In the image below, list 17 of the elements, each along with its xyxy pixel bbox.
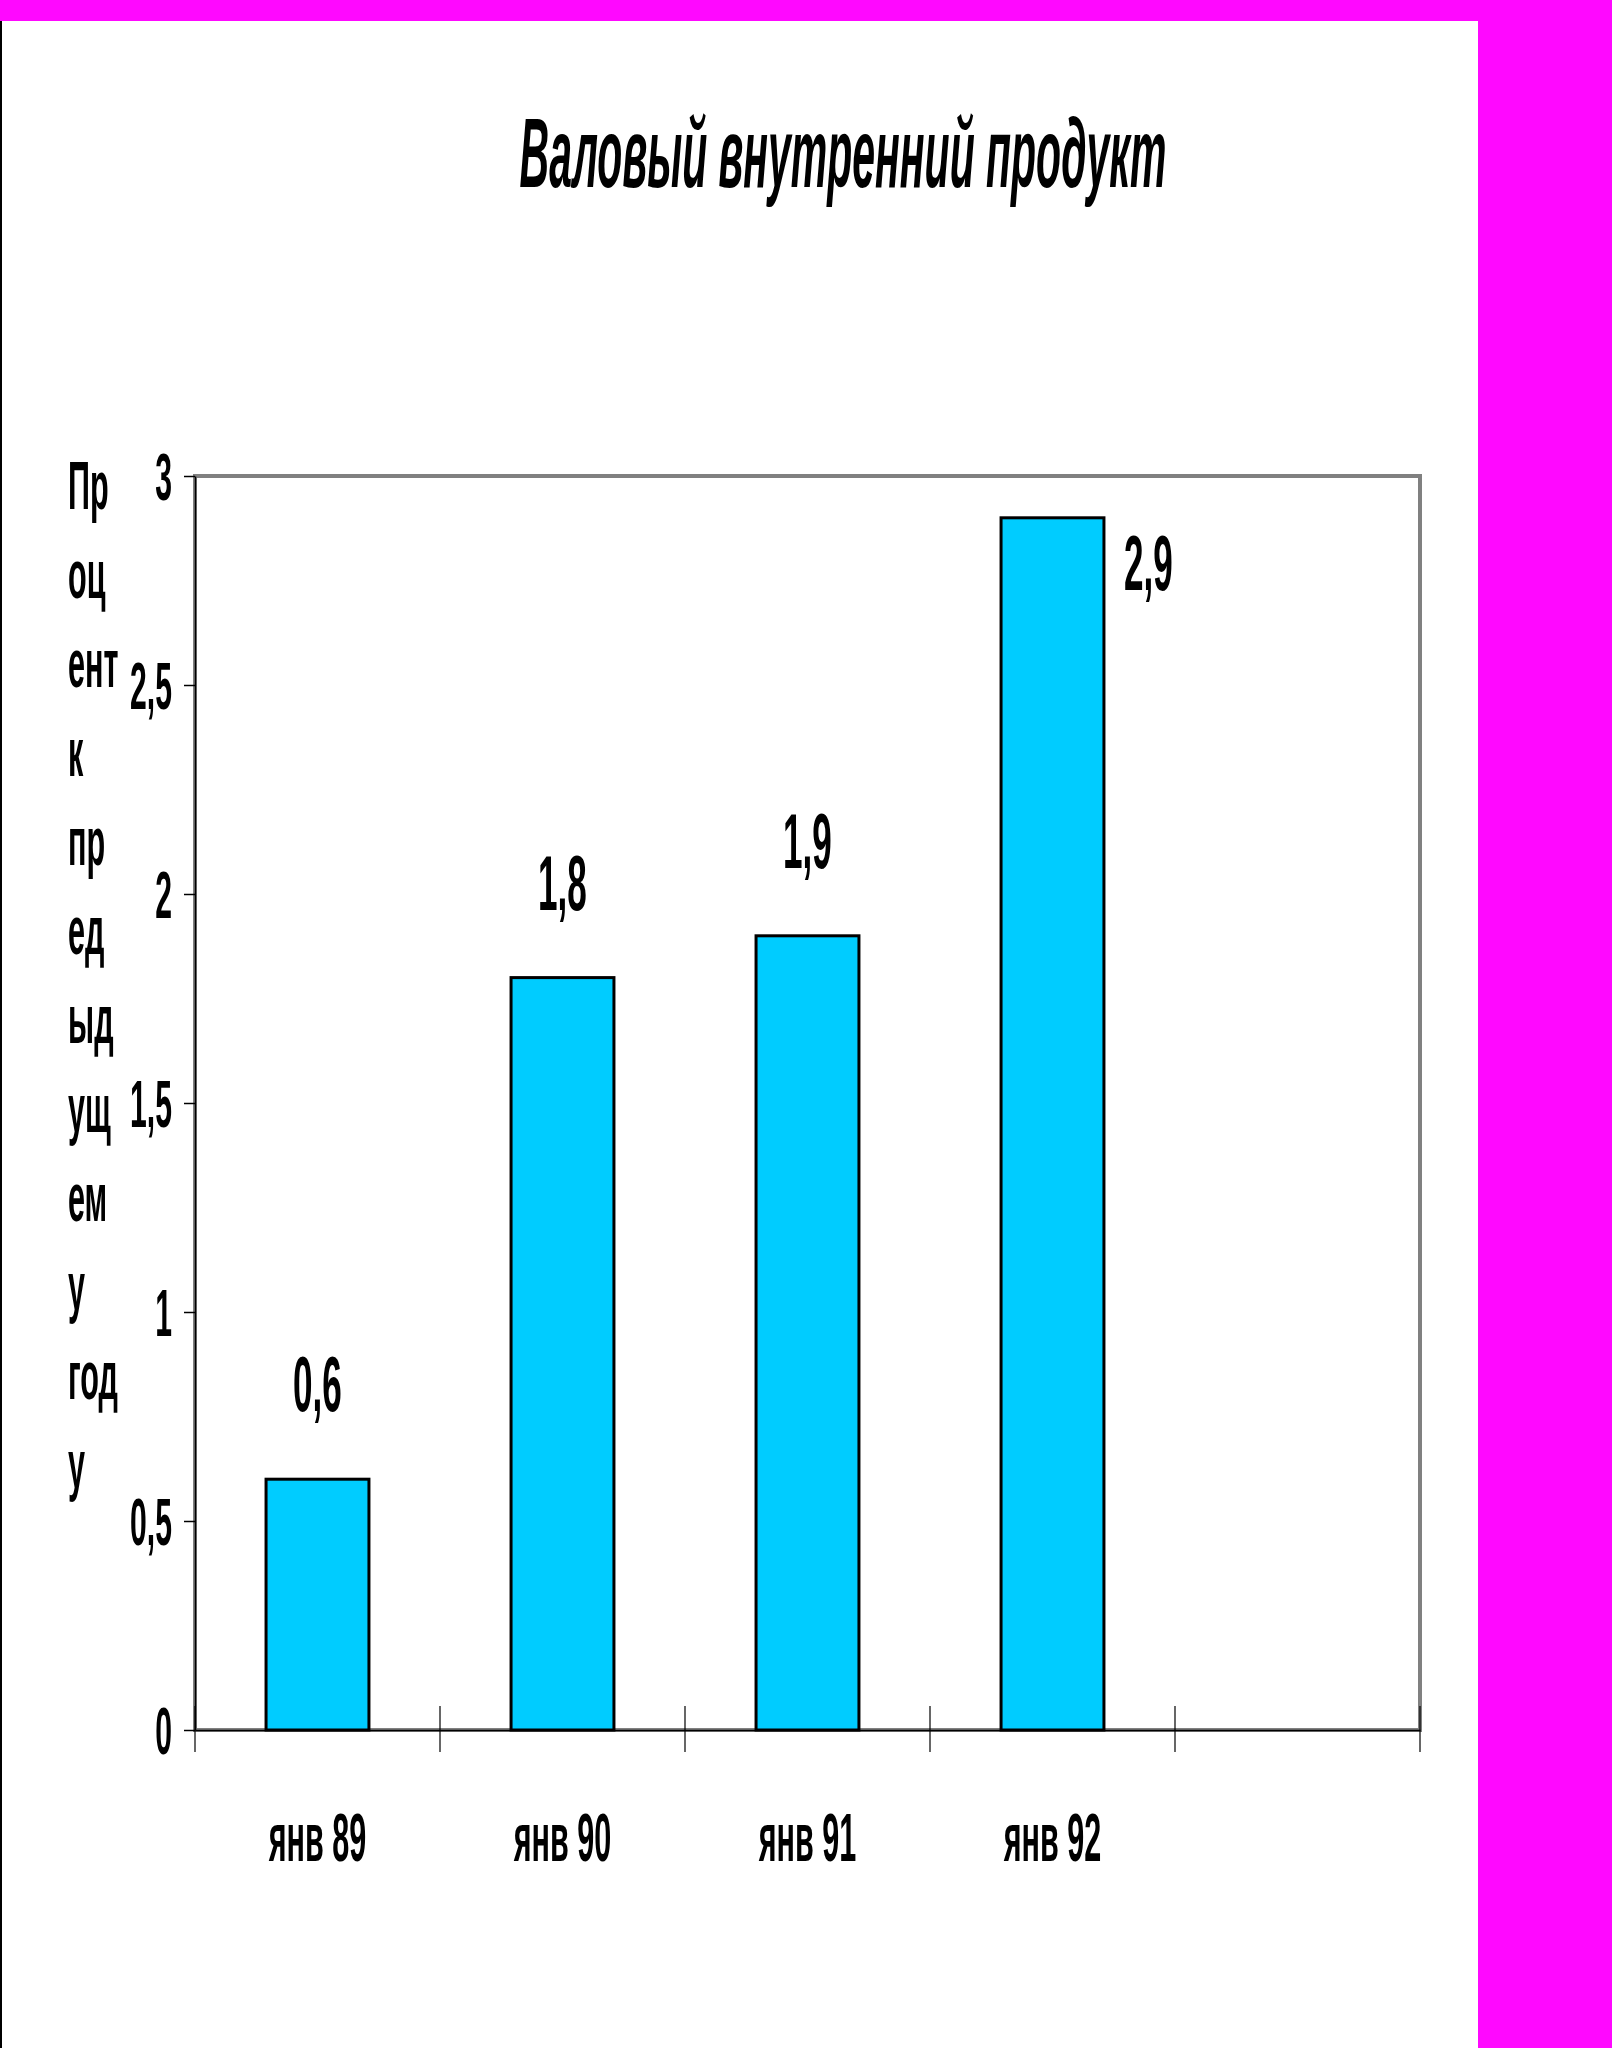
x-tick-label: янв 89	[268, 1799, 367, 1876]
text: Процент к предыдущему году	[68, 447, 119, 1503]
x-tick-label: янв 90	[513, 1799, 612, 1876]
y-tick-label: 0,5	[130, 1484, 172, 1559]
y-tick-label: 3	[155, 439, 172, 514]
y-tick-label: 1	[155, 1275, 172, 1350]
x-tick-label: янв 92	[1003, 1799, 1102, 1876]
y-tick-label: 2,5	[130, 648, 172, 723]
data-label: 0,6	[293, 1340, 342, 1428]
y-tick-label: 1,5	[130, 1066, 172, 1141]
y-tick-label: 2	[155, 857, 172, 932]
data-label: 1,9	[783, 796, 832, 885]
data-label: 1,8	[538, 838, 587, 927]
y-tick-label: 0	[155, 1693, 172, 1768]
data-label: 2,9	[1123, 519, 1173, 607]
chart-title: Валовый внутренний продукт	[519, 96, 1167, 208]
x-tick-label: янв 91	[758, 1799, 857, 1876]
